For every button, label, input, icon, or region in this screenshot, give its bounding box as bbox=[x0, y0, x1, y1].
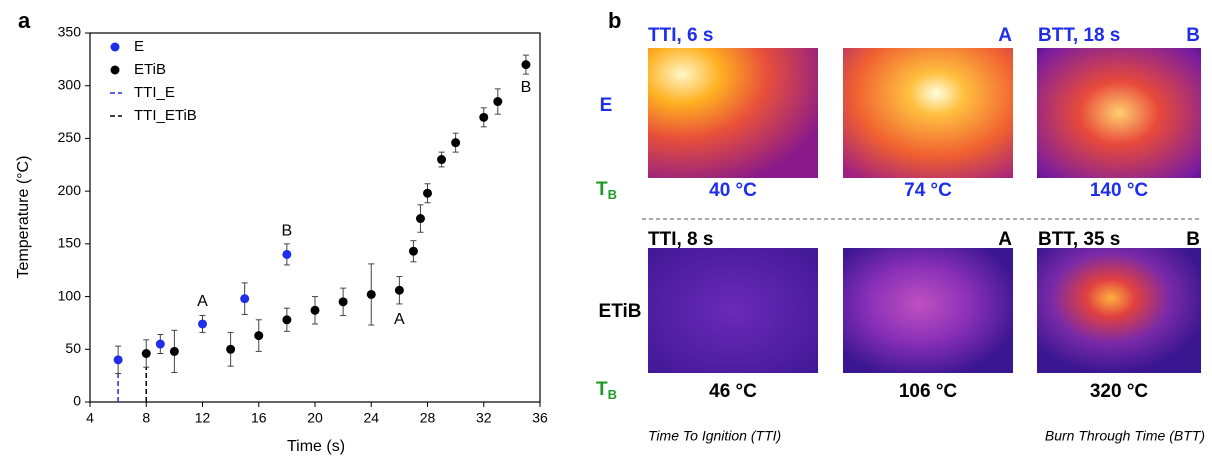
image-header: TTI, 6 s bbox=[648, 25, 713, 46]
point bbox=[226, 344, 236, 354]
point bbox=[415, 214, 425, 224]
y-tick-label: 50 bbox=[65, 340, 81, 356]
y-axis-label: Temperature (°C) bbox=[15, 156, 32, 279]
point bbox=[366, 289, 376, 299]
point bbox=[310, 305, 320, 315]
image-header: B bbox=[1186, 25, 1200, 46]
point bbox=[155, 339, 165, 349]
point bbox=[479, 112, 489, 122]
x-tick-label: 12 bbox=[195, 410, 211, 426]
point bbox=[493, 97, 503, 107]
annotation: A bbox=[394, 311, 405, 328]
point bbox=[408, 246, 418, 256]
image-header: A bbox=[998, 25, 1012, 46]
x-tick-label: 36 bbox=[532, 410, 548, 426]
x-tick-label: 32 bbox=[476, 410, 492, 426]
point bbox=[451, 138, 461, 148]
point bbox=[240, 294, 250, 304]
point bbox=[338, 297, 348, 307]
temperature: 46 °C bbox=[709, 381, 757, 402]
image-header: BTT, 18 s bbox=[1038, 25, 1120, 46]
point bbox=[141, 349, 151, 359]
y-tick-label: 350 bbox=[58, 24, 82, 40]
x-tick-label: 8 bbox=[142, 410, 150, 426]
image-header: BTT, 35 s bbox=[1038, 229, 1120, 250]
point bbox=[198, 319, 207, 329]
x-tick-label: 4 bbox=[86, 410, 94, 426]
thermal-image bbox=[843, 48, 1013, 178]
x-tick-label: 20 bbox=[307, 410, 323, 426]
thermal-image bbox=[1037, 48, 1201, 178]
point bbox=[254, 331, 264, 341]
row-label: ETiB bbox=[599, 301, 642, 322]
y-tick-label: 0 bbox=[73, 393, 81, 409]
legend-marker bbox=[110, 65, 120, 75]
annotation: A bbox=[197, 293, 208, 310]
panel-label: a bbox=[18, 8, 31, 33]
y-tick-label: 100 bbox=[58, 287, 82, 303]
y-tick-label: 300 bbox=[58, 76, 82, 92]
tb-sub: B bbox=[608, 187, 617, 202]
footer-note: Burn Through Time (BTT) bbox=[1045, 428, 1205, 444]
tb-label: TB bbox=[596, 379, 617, 402]
row-label: E bbox=[600, 95, 613, 116]
temperature: 74 °C bbox=[904, 180, 952, 201]
annotation: B bbox=[282, 222, 293, 239]
point bbox=[423, 188, 432, 198]
legend-label: TTI_E bbox=[134, 84, 175, 101]
temperature: 140 °C bbox=[1090, 180, 1149, 201]
temperature: 40 °C bbox=[709, 180, 757, 201]
tb-sub: B bbox=[608, 387, 617, 402]
legend-label: TTI_ETiB bbox=[134, 107, 197, 124]
temperature: 320 °C bbox=[1090, 381, 1149, 402]
image-header: A bbox=[998, 229, 1012, 250]
image-header: TTI, 8 s bbox=[648, 229, 713, 250]
x-tick-label: 16 bbox=[251, 410, 267, 426]
tb-label: TB bbox=[596, 179, 617, 202]
point bbox=[113, 355, 123, 365]
thermal-image bbox=[648, 248, 818, 373]
x-axis-label: Time (s) bbox=[287, 438, 345, 455]
point bbox=[282, 315, 292, 325]
annotation: B bbox=[521, 79, 532, 96]
tb-main: T bbox=[596, 179, 608, 200]
point bbox=[394, 285, 404, 295]
y-tick-label: 150 bbox=[58, 235, 82, 251]
legend-label: ETiB bbox=[134, 61, 166, 78]
temperature: 106 °C bbox=[899, 381, 958, 402]
y-tick-label: 250 bbox=[58, 129, 82, 145]
image-header: B bbox=[1186, 229, 1200, 250]
thermal-image bbox=[648, 48, 818, 178]
thermal-image bbox=[1037, 248, 1201, 373]
x-tick-label: 28 bbox=[420, 410, 436, 426]
legend-marker bbox=[110, 42, 120, 52]
point bbox=[282, 249, 292, 259]
point bbox=[437, 155, 447, 165]
point bbox=[521, 60, 531, 70]
panel-label: b bbox=[608, 8, 621, 33]
legend-label: E bbox=[134, 38, 144, 55]
tb-main: T bbox=[596, 379, 608, 400]
thermal-image bbox=[843, 248, 1013, 373]
y-tick-label: 200 bbox=[58, 182, 82, 198]
x-tick-label: 24 bbox=[363, 410, 379, 426]
point bbox=[169, 346, 179, 356]
footer-note: Time To Ignition (TTI) bbox=[648, 428, 781, 444]
